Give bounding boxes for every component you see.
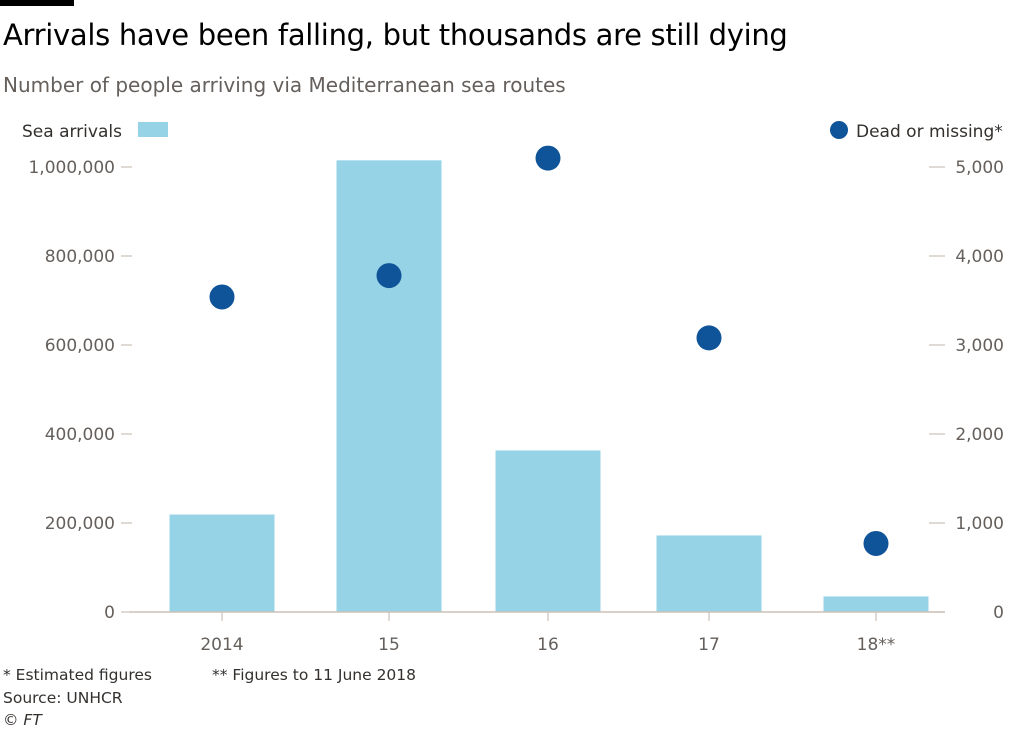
dot-dead-or-missing [376,263,402,289]
right-tick-label: 0 [993,603,1004,623]
legend-dead-or-missing-swatch [830,121,848,139]
right-tick-label: 4,000 [955,247,1004,267]
source-note: Source: UNHCR [3,689,123,707]
bar-sea-arrivals [169,514,275,612]
x-tick-label: 17 [698,635,720,655]
dot-dead-or-missing [209,284,235,310]
right-axis: 0 1,000 2,000 3,000 4,000 5,000 [929,158,1004,623]
bar-sea-arrivals [656,535,762,612]
x-tick-label: 16 [537,635,559,655]
bar-sea-arrivals [336,160,442,612]
dots [209,145,889,556]
left-tick-label: 600,000 [45,336,115,356]
legend-sea-arrivals-label: Sea arrivals [22,122,122,142]
x-tick-label: 18** [857,635,896,655]
x-axis: 2014 15 16 17 18** [200,612,895,655]
footnote-2018: ** Figures to 11 June 2018 [212,666,417,684]
chart-title: Arrivals have been falling, but thousand… [3,18,788,52]
left-axis: 0 200,000 400,000 600,000 800,000 1,000,000 [28,158,132,623]
right-tick-label: 3,000 [955,336,1004,356]
footnote-estimated: * Estimated figures [3,666,152,684]
legend-sea-arrivals-swatch [138,122,168,137]
dot-dead-or-missing [863,530,889,556]
left-tick-label: 400,000 [45,425,115,445]
copyright: © FT [3,711,42,729]
top-accent-bar [0,0,74,6]
right-tick-label: 1,000 [955,514,1004,534]
left-tick-label: 200,000 [45,514,115,534]
x-tick-label: 2014 [200,635,243,655]
left-tick-label: 1,000,000 [28,158,115,178]
x-tick-label: 15 [378,635,400,655]
legend-dead-or-missing-label: Dead or missing* [856,122,1003,142]
dot-dead-or-missing [535,145,561,171]
right-tick-label: 5,000 [955,158,1004,178]
bars [169,160,929,612]
right-tick-label: 2,000 [955,425,1004,445]
chart-subtitle: Number of people arriving via Mediterran… [3,73,566,97]
dot-dead-or-missing [696,325,722,351]
bar-sea-arrivals [823,596,929,612]
left-tick-label: 0 [104,603,115,623]
bar-sea-arrivals [495,450,601,612]
left-tick-label: 800,000 [45,247,115,267]
legend: Sea arrivals Dead or missing* [22,121,1003,142]
